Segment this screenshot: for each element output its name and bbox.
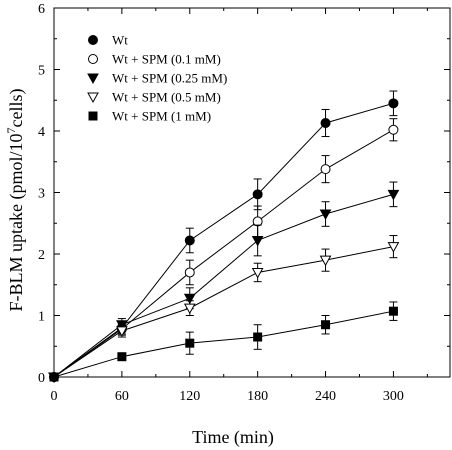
series-line	[53, 193, 394, 378]
legend-label: Wt + SPM (1 mM)	[112, 109, 211, 124]
x-axis-title: Time (min)	[192, 427, 274, 448]
y-tick-label: 6	[38, 2, 45, 17]
data-point	[183, 293, 196, 305]
y-tick-label: 3	[38, 187, 45, 202]
data-point	[117, 352, 127, 362]
series-line	[53, 102, 394, 378]
data-point	[388, 98, 399, 109]
legend-marker	[88, 54, 98, 64]
data-point	[184, 235, 195, 246]
x-tick-label: 60	[115, 389, 129, 404]
data-point	[321, 320, 331, 330]
x-tick-label: 120	[179, 389, 200, 404]
x-tick-label: 180	[247, 389, 268, 404]
legend-marker	[87, 73, 99, 85]
data-point	[388, 306, 398, 316]
data-point	[319, 209, 332, 221]
plot-area	[48, 90, 400, 384]
data-point	[185, 338, 195, 348]
series-4	[49, 301, 398, 382]
y-tick-label: 5	[38, 64, 45, 79]
x-tick-label: 0	[51, 389, 58, 404]
legend: Wt Wt + SPM (0.1 mM) Wt + SPM (0.25 mM) Wt …	[87, 33, 227, 124]
data-point	[320, 164, 331, 175]
data-point	[49, 372, 59, 382]
legend-marker	[87, 92, 99, 104]
data-point	[387, 189, 400, 201]
y-tick-label: 2	[38, 248, 45, 263]
series-3	[48, 235, 400, 384]
y-axis-title-main: F-BLM uptake (pmol/10	[6, 133, 27, 311]
x-tick-label: 240	[315, 389, 336, 404]
legend-marker	[88, 35, 98, 45]
legend-label: Wt + SPM (0.1 mM)	[112, 52, 221, 67]
axes: 0 60 120 180 240 300 0 1 2 3 4 5 6	[38, 2, 451, 404]
series-0	[49, 90, 399, 382]
data-point	[388, 124, 399, 135]
data-point	[183, 303, 196, 315]
data-point	[251, 235, 264, 247]
data-point	[252, 216, 263, 227]
legend-label: Wt + SPM (0.5 mM)	[112, 90, 221, 105]
data-point	[184, 267, 195, 278]
data-point	[116, 326, 128, 337]
series-line	[53, 246, 394, 378]
legend-label: Wt	[112, 33, 128, 48]
data-point	[319, 255, 332, 267]
series-line	[53, 310, 394, 378]
data-point	[253, 332, 263, 342]
y-tick-label: 1	[38, 310, 45, 325]
y-axis-title: F-BLM uptake (pmol/107cells)	[4, 89, 27, 312]
data-point	[320, 118, 331, 129]
legend-label: Wt + SPM (0.25 mM)	[112, 71, 227, 86]
data-point	[387, 242, 400, 253]
data-point	[251, 267, 264, 279]
data-point	[252, 189, 263, 200]
x-tick-label: 300	[383, 389, 404, 404]
y-axis-title-exponent: 7	[4, 127, 18, 133]
series-2	[48, 181, 400, 384]
series-line	[53, 129, 394, 378]
y-tick-label: 0	[38, 371, 45, 386]
legend-marker	[88, 111, 98, 121]
y-axis-title-tail: cells)	[6, 89, 27, 128]
y-tick-label: 4	[38, 125, 45, 140]
